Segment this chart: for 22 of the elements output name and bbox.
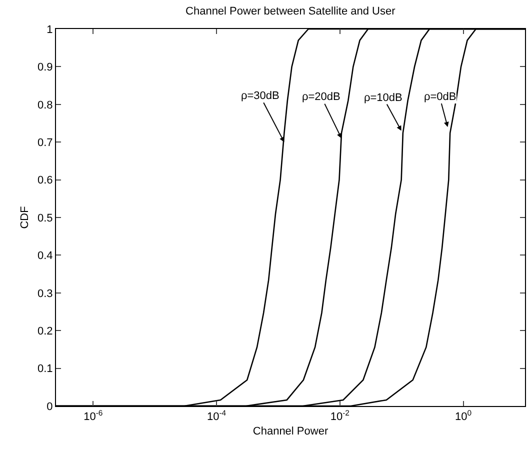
chart-title: Channel Power between Satellite and User xyxy=(186,5,396,18)
y-tick-label: 1 xyxy=(46,24,53,36)
annotation: ρ=30dB xyxy=(241,90,280,102)
x-axis-title: Channel Power xyxy=(252,425,328,438)
y-tick-label: 0.8 xyxy=(38,99,53,112)
y-tick-label: 0.1 xyxy=(38,363,53,376)
y-tick-label: 0.2 xyxy=(38,325,53,338)
y-tick-label: 0.3 xyxy=(38,288,53,300)
annotation: ρ=20dB xyxy=(302,91,340,103)
x-tick-label: 10$^{-2}$ xyxy=(330,408,350,424)
y-tick-label: 0.7 xyxy=(38,136,53,149)
y-tick-label: 0.9 xyxy=(38,62,53,74)
x-tick-label: 10$^{-4}$ xyxy=(206,408,227,424)
y-tick-label: 0.4 xyxy=(38,250,53,262)
y-tick-label: 0 xyxy=(46,400,53,413)
y-tick-label: 0.6 xyxy=(38,174,53,187)
y-axis-title: CDF xyxy=(19,206,32,229)
annotation: ρ=10dB xyxy=(364,92,402,104)
x-tick-label: 10$^{0}$ xyxy=(455,408,472,424)
x-tick-label: 10$^{-6}$ xyxy=(84,408,103,424)
annotation: ρ=0dB xyxy=(424,91,456,103)
y-tick-label: 0.5 xyxy=(38,212,53,224)
